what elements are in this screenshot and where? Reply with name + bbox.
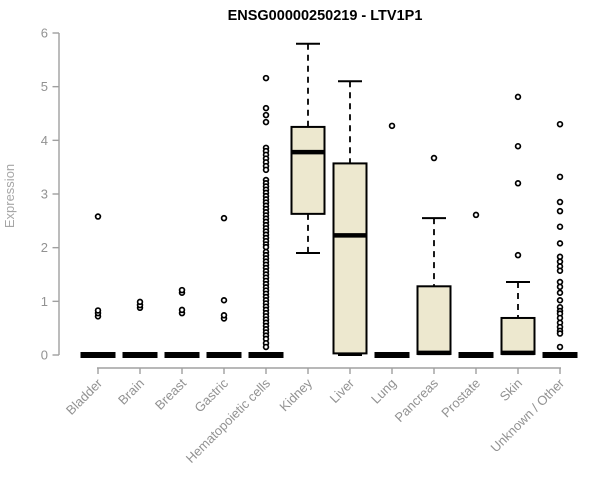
x-category-label: Breast bbox=[152, 375, 189, 412]
outlier-point bbox=[430, 154, 438, 162]
collapsed-box bbox=[248, 352, 284, 358]
y-tick-label: 2 bbox=[41, 240, 48, 255]
collapsed-box bbox=[374, 352, 410, 358]
outlier-point bbox=[556, 120, 564, 128]
x-category-label: Pancreas bbox=[392, 375, 442, 425]
x-category-label: Skin bbox=[497, 376, 525, 404]
outlier-point bbox=[556, 267, 564, 274]
x-category-label: Brain bbox=[115, 376, 147, 408]
x-category-label: Bladder bbox=[63, 375, 106, 418]
y-tick-label: 4 bbox=[41, 133, 48, 148]
y-tick-label: 3 bbox=[41, 187, 48, 202]
outlier-point bbox=[556, 223, 564, 230]
y-tick-label: 1 bbox=[41, 294, 48, 309]
outlier-point bbox=[556, 289, 564, 296]
outlier-point bbox=[262, 111, 270, 119]
outlier-point bbox=[556, 297, 564, 304]
outlier-point bbox=[556, 283, 564, 291]
collapsed-box bbox=[164, 352, 200, 358]
outlier-point bbox=[262, 74, 270, 82]
outlier-point bbox=[220, 297, 228, 304]
box bbox=[416, 285, 452, 355]
outlier-point bbox=[94, 213, 102, 220]
box bbox=[332, 162, 368, 355]
outlier-point bbox=[556, 343, 564, 351]
box bbox=[500, 316, 536, 355]
y-tick-label: 5 bbox=[41, 79, 48, 94]
outlier-point bbox=[220, 312, 228, 319]
box bbox=[290, 125, 326, 215]
outlier-point bbox=[514, 180, 522, 187]
collapsed-box bbox=[458, 352, 494, 358]
collapsed-box bbox=[206, 352, 242, 358]
chart-title: ENSG00000250219 - LTV1P1 bbox=[228, 8, 423, 24]
outlier-point bbox=[220, 214, 228, 222]
collapsed-box bbox=[122, 352, 158, 358]
outlier-point bbox=[514, 251, 522, 259]
outlier-point bbox=[556, 207, 564, 215]
outlier-point bbox=[388, 122, 396, 130]
x-category-label: Gastric bbox=[191, 375, 231, 415]
outlier-point bbox=[178, 286, 186, 294]
outlier-point bbox=[262, 166, 270, 174]
x-category-label: Prostate bbox=[438, 376, 483, 421]
outlier-point bbox=[556, 173, 564, 181]
outlier-point bbox=[556, 198, 564, 206]
x-category-label: Unknown / Other bbox=[488, 375, 568, 455]
outlier-point bbox=[178, 306, 186, 314]
y-tick-label: 0 bbox=[41, 348, 48, 363]
outlier-point bbox=[556, 240, 564, 247]
outlier-point bbox=[262, 104, 270, 112]
collapsed-box bbox=[542, 352, 578, 358]
y-axis-title: Expression bbox=[2, 164, 17, 228]
outlier-point bbox=[472, 211, 480, 219]
y-tick-label: 6 bbox=[41, 26, 48, 41]
x-category-label: Lung bbox=[368, 376, 399, 407]
x-category-label: Kidney bbox=[276, 375, 315, 414]
outlier-point bbox=[514, 142, 522, 150]
outlier-point bbox=[514, 93, 522, 101]
outlier-point bbox=[556, 330, 564, 337]
outlier-point bbox=[94, 307, 102, 314]
outlier-point bbox=[262, 343, 270, 351]
x-category-label: Liver bbox=[327, 375, 358, 406]
collapsed-box bbox=[80, 352, 116, 358]
outlier-point bbox=[262, 118, 270, 126]
outlier-point bbox=[136, 298, 144, 306]
